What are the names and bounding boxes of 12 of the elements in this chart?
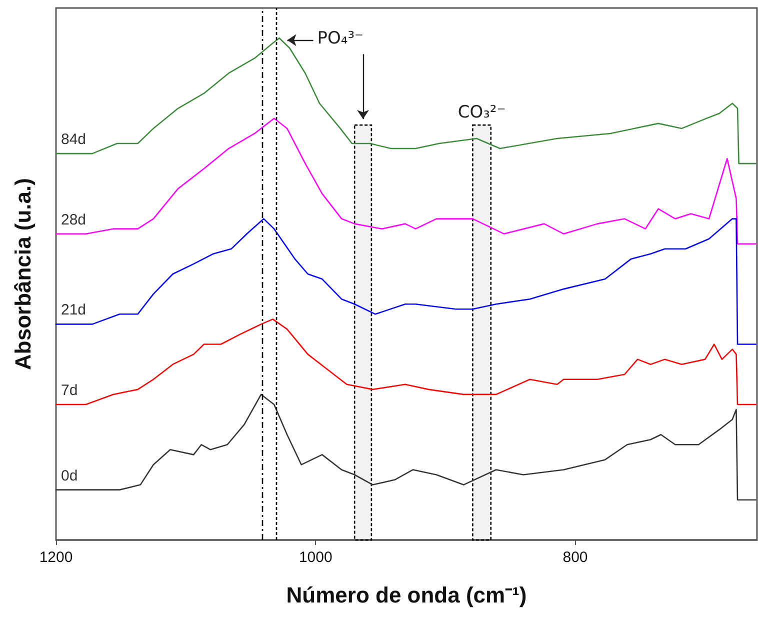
series-label: 0d [61,467,78,484]
annotation: PO₄³⁻ [317,28,364,49]
series-label: 21d [61,302,86,319]
x-tick-label: 800 [562,549,588,566]
x-tick-label: 1200 [39,549,73,566]
series-label: 28d [61,211,86,228]
y-axis-title: Absorbância (u.a.) [10,178,36,370]
series-label: 84d [61,131,86,148]
series-label: 7d [61,382,78,399]
x-axis-title: Número de onda (cm⁻¹) [286,582,527,608]
annotation: CO₃²⁻ [458,102,506,123]
x-tick-label: 1000 [298,549,332,566]
